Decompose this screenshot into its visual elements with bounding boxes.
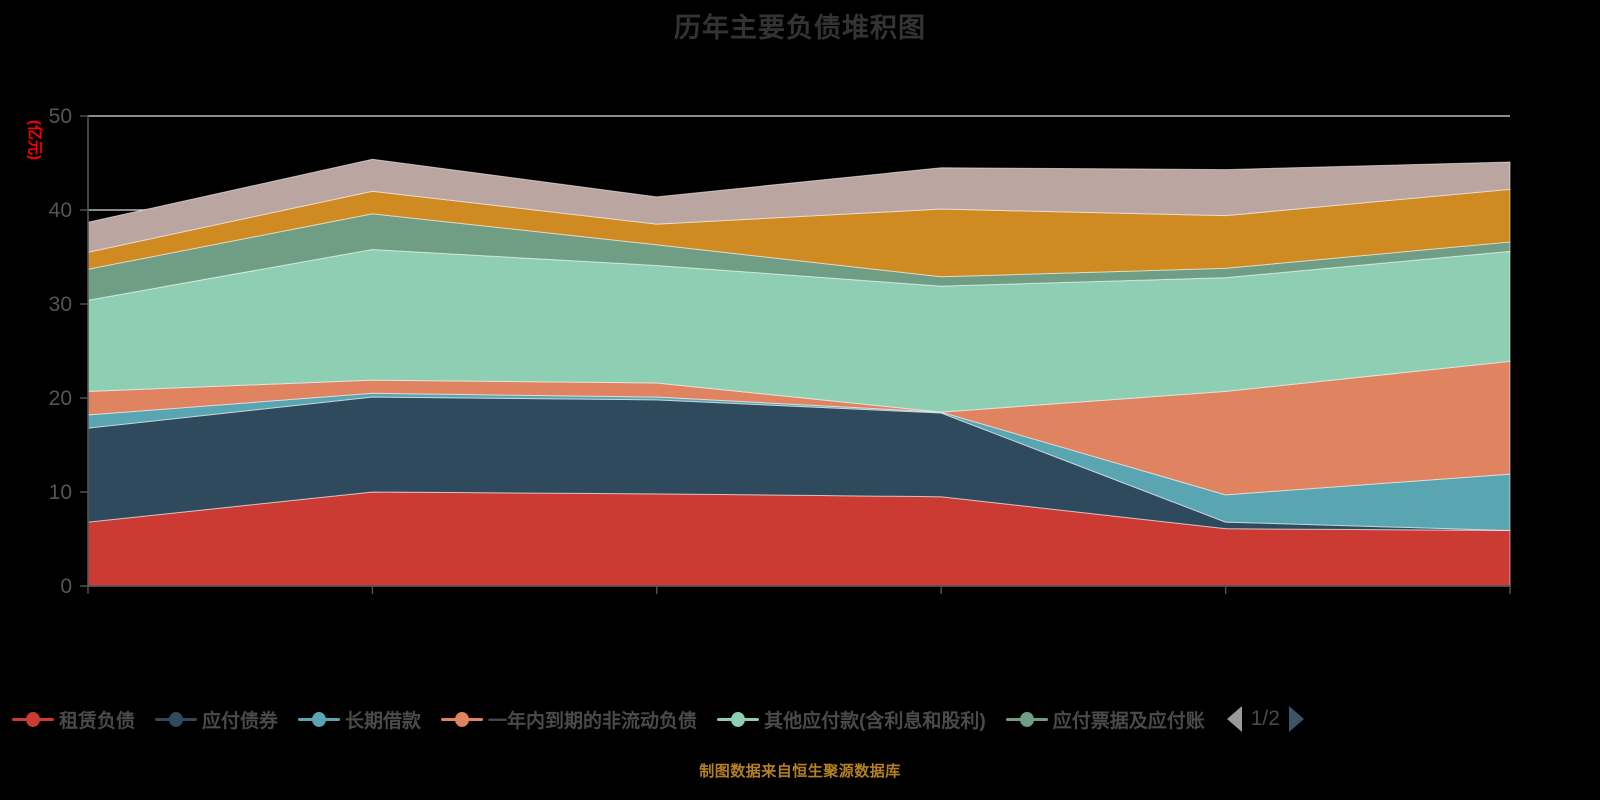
y-axis-ticks: 0 10 20 30 40 50 — [49, 105, 88, 598]
legend-item-5[interactable]: 其他应付款(含利息和股利) — [717, 706, 986, 733]
legend-item-2[interactable]: 应付债券 — [155, 706, 278, 733]
footer-note: 制图数据来自恒生聚源数据库 — [699, 763, 901, 780]
legend-swatch-icon — [1005, 710, 1048, 728]
y-tick-label: 0 — [60, 575, 72, 598]
area-series-8[interactable] — [87, 158, 1511, 253]
stacked-area-chart: 0 10 20 30 40 50 202120222023202420252026Q1 (… — [26, 105, 1511, 598]
legend-swatch-icon — [155, 710, 198, 728]
x-axis-ticks: 202120222023202420252026Q1 — [87, 586, 1511, 594]
legend-swatch-icon — [441, 710, 484, 728]
legend-item-label: 长期借款 — [345, 710, 422, 732]
y-tick-label: 50 — [49, 105, 72, 128]
legend-swatch-icon — [717, 710, 760, 728]
legend-swatch-icon — [298, 710, 341, 728]
legend-item-label: 应付债券 — [202, 710, 279, 732]
legend-item-6[interactable]: 应付票据及应付账 — [1005, 706, 1205, 733]
legend-item-3[interactable]: 长期借款 — [298, 706, 421, 733]
chart-plot-area: 0 10 20 30 40 50 202120222023202420252026Q1 (… — [0, 100, 1600, 600]
legend-swatch-icon — [12, 710, 54, 728]
y-tick-label: 30 — [49, 293, 72, 316]
page-indicator: 1/2 — [1250, 707, 1280, 730]
legend-item-label: 租赁负债 — [59, 710, 136, 732]
axes-group — [87, 116, 1510, 587]
triangle-right-icon[interactable] — [1288, 706, 1304, 732]
y-axis-unit-label: (亿元) — [26, 120, 44, 160]
area-series-group — [87, 158, 1511, 587]
page-title: 历年主要负债堆积图 — [674, 13, 926, 43]
legend-item-4[interactable]: 一年内到期的非流动负债 — [441, 706, 697, 733]
legend-item-label: 应付票据及应付账 — [1052, 710, 1205, 732]
y-tick-label: 20 — [49, 387, 72, 410]
legend-item-1[interactable]: 租赁负债 — [12, 706, 135, 733]
legend-item-label: 一年内到期的非流动负债 — [488, 710, 698, 732]
y-tick-label: 10 — [49, 481, 72, 504]
triangle-left-icon[interactable] — [1226, 706, 1242, 732]
chart-legend: 租赁负债 应付债券 长期借款 一年内到期的非流动负债 其他应付款(含利息和股利) 应付票据… — [0, 697, 1600, 741]
y-tick-label: 40 — [49, 199, 72, 222]
legend-pager: 1/2 — [1226, 706, 1304, 732]
legend-items: 租赁负债 应付债券 长期借款 一年内到期的非流动负债 其他应付款(含利息和股利) 应付票据… — [12, 706, 1225, 733]
legend-item-label: 其他应付款(含利息和股利) — [764, 710, 986, 732]
